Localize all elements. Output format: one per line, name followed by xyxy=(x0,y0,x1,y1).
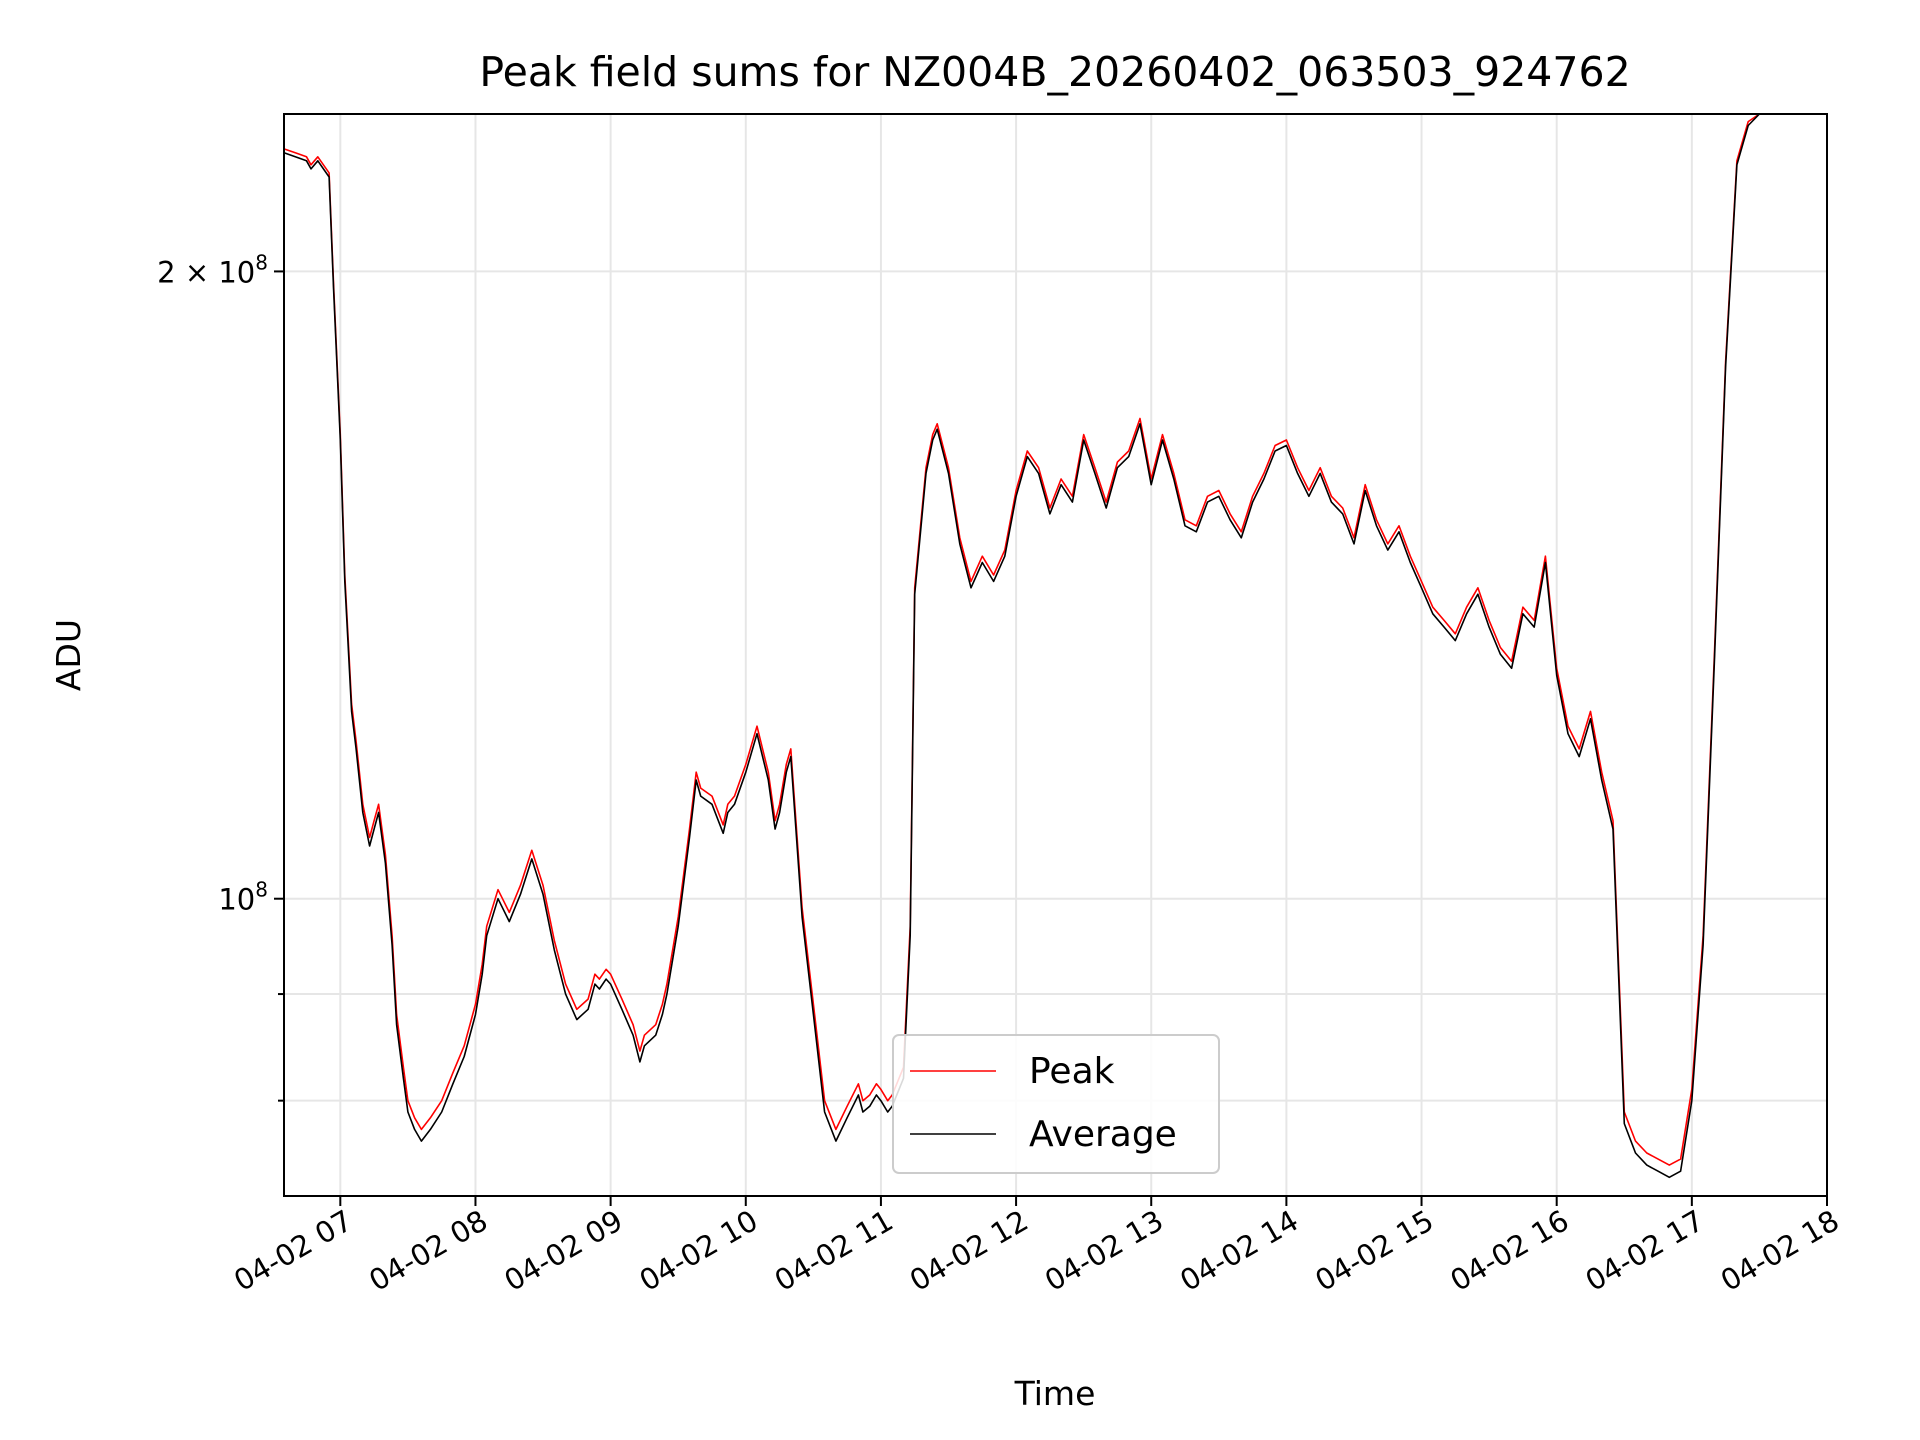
y-tick-label: 108 xyxy=(218,878,268,917)
legend-frame xyxy=(892,1034,1220,1174)
chart-title: Peak field sums for NZ004B_20260402_0635… xyxy=(479,48,1630,96)
legend: Peak Average xyxy=(892,1034,1220,1174)
series-line-average xyxy=(283,113,1760,1179)
series-layer xyxy=(283,113,1760,1179)
y-axis: 108 2 × 108 xyxy=(157,250,284,1102)
y-tick-label: 2 × 108 xyxy=(157,250,268,289)
x-axis-title: Time xyxy=(1014,1374,1096,1413)
legend-label-peak: Peak xyxy=(1029,1051,1115,1092)
plot-frame xyxy=(283,113,1828,1197)
legend-label-average: Average xyxy=(1029,1114,1177,1155)
y-axis-title: ADU xyxy=(49,619,88,691)
